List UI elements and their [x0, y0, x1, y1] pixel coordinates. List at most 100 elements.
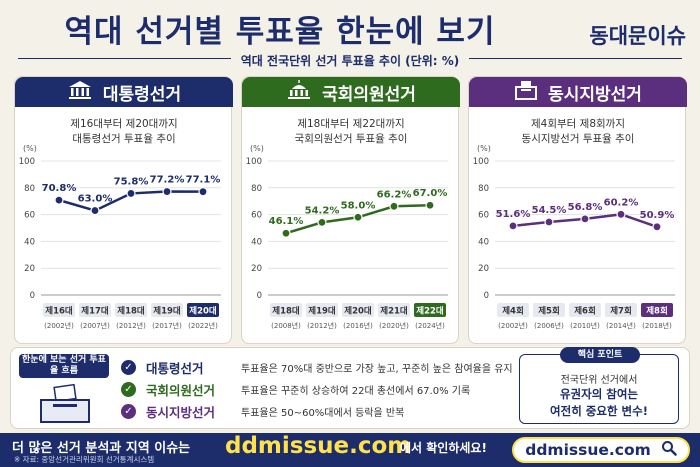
category-pill [342, 303, 374, 317]
summary-item-name: 대통령선거 [146, 360, 204, 376]
subtitle-text: 역대 전국단위 선거 투표율 추이 (단위: %) [230, 54, 470, 68]
x-year-label: (2012년) [307, 321, 337, 330]
y-tick-label: 80 [251, 184, 262, 194]
x-year-label: (2016년) [343, 321, 373, 330]
y-tick-label: 20 [251, 264, 262, 274]
y-tick-label: 60 [24, 211, 35, 221]
panel-presidential: 대통령선거 제16대부터 제20대까지 대통령선거 투표율 추이 (%) 0 20 4… [14, 76, 233, 344]
category-pill [497, 303, 529, 317]
panel-description: 제16대부터 제20대까지 대통령선거 투표율 추이 [15, 117, 233, 147]
key-point-label: 핵심 포인트 [560, 347, 640, 363]
x-year-label: (2020년) [379, 321, 409, 330]
data-label: 77.2% [150, 175, 185, 186]
data-point [90, 205, 100, 216]
panel-description-line1: 제4회부터 제8회까지 [531, 118, 625, 130]
x-tick-label: 제18대 [272, 306, 300, 317]
check-icon: ✓ [121, 359, 136, 375]
panel-local-election: 동시지방선거 제4회부터 제8회까지 동시지방선거 투표율 추이 (%) 0 20 4… [468, 76, 687, 344]
y-tick-label: 40 [251, 237, 262, 247]
header: 역대 선거별 투표율 한눈에 보기 동대문이슈 역대 전국단위 선거 투표율 추… [0, 0, 700, 72]
data-label: 46.1% [269, 216, 304, 227]
panel-description-line2: 대통령선거 투표율 추이 [72, 133, 176, 145]
category-pill [151, 303, 183, 317]
summary-item-presidential: ✓ 대통령선거 투표율은 70%대 중반으로 가장 높고, 꾸준히 높은 참여율… [121, 357, 521, 377]
footer-source: ※ 자료: 중앙선거관리위원회 선거통계시스템 [14, 455, 155, 464]
y-tick-label: 80 [24, 184, 35, 194]
key-point-box: 핵심 포인트 전국단위 선거에서 유권자의 참여는 여전히 중요한 변수! [519, 347, 679, 424]
y-tick-label: 20 [24, 264, 35, 274]
search-pill[interactable]: ddmissue.com [512, 437, 690, 463]
footer-url[interactable]: ddmissue.com [225, 433, 412, 459]
panel-head-national-assembly: 국회의원선거 [242, 77, 460, 107]
data-point [162, 186, 172, 197]
summary-item-text: 투표율은 70%대 중반으로 가장 높고, 꾸준히 높은 참여율을 유지 [241, 363, 513, 375]
brand-logo-text: 동대문이슈 [589, 24, 686, 48]
data-point [508, 221, 518, 231]
data-point [353, 212, 363, 222]
panel-description-line2: 동시지방선거 투표율 추이 [521, 133, 635, 145]
x-tick-label: 제21대 [380, 306, 408, 317]
data-point [544, 217, 554, 227]
x-year-label: (2002년) [44, 321, 74, 330]
panel-description-line1: 제16대부터 제20대까지 [70, 118, 178, 130]
data-point [54, 195, 64, 205]
x-tick-label: 제19대 [153, 306, 181, 317]
panel-description-line2: 국회의원선거 투표율 추이 [294, 133, 408, 145]
panel-description: 제4회부터 제8회까지 동시지방선거 투표율 추이 [469, 117, 687, 147]
y-tick-label: 0 [30, 291, 35, 301]
data-label: 70.8% [42, 183, 77, 194]
data-point [652, 222, 662, 232]
data-point [580, 214, 590, 224]
x-tick-label: 제4회 [502, 306, 524, 317]
summary-item-name: 동시지방선거 [146, 404, 216, 420]
y-tick-label: 100 [473, 157, 489, 167]
data-label: 77.1% [186, 175, 221, 186]
category-pill [569, 303, 601, 317]
flow-box: 한눈에 보는 선거 투표율 흐름 [19, 354, 109, 424]
panel-description: 제18대부터 제22대까지 국회의원선거 투표율 추이 [242, 117, 460, 147]
category-pill [641, 303, 673, 317]
data-point [389, 201, 399, 211]
x-year-label: (2014년) [606, 321, 636, 330]
category-pill [414, 303, 446, 317]
category-pill [378, 303, 410, 317]
summary-item-name: 국회의원선거 [146, 382, 216, 398]
panel-head-local-election: 동시지방선거 [469, 77, 687, 107]
category-pill [115, 303, 147, 317]
y-tick-label: 100 [19, 157, 35, 167]
search-pill-url[interactable]: ddmissue.com [525, 441, 651, 459]
x-year-label: (2018년) [642, 321, 672, 330]
x-year-label: (2002년) [498, 321, 528, 330]
category-pill [270, 303, 302, 317]
page-title: 역대 선거별 투표율 한눈에 보기 [64, 14, 496, 50]
x-tick-label: 제5회 [538, 306, 560, 317]
chart-national-assembly: (%) 0 20 40 60 80 100 46.1% 제18대 (2008년) 54.2% 제19대… [246, 144, 448, 330]
x-year-label: (2024년) [415, 321, 445, 330]
flow-label: 한눈에 보는 선거 투표율 흐름 [19, 354, 109, 378]
y-unit-label: (%) [250, 144, 264, 153]
data-label: 58.0% [341, 200, 376, 211]
y-tick-label: 60 [478, 211, 489, 221]
x-year-label: (2010년) [570, 321, 600, 330]
search-icon[interactable] [661, 440, 677, 460]
chart-local-election: (%) 0 20 40 60 80 100 51.6% 제4회 (2002년) 54.5% 제5회 (2… [473, 144, 675, 330]
subtitle: 역대 전국단위 선거 투표율 추이 (단위: %) [0, 50, 700, 69]
y-tick-label: 80 [478, 184, 489, 194]
y-tick-label: 40 [24, 237, 35, 247]
summary-item-text: 투표율은 50~60%대에서 등락을 반복 [241, 407, 405, 419]
panel-head-presidential: 대통령선거 [15, 77, 233, 107]
category-pill [79, 303, 111, 317]
key-point-line2: 유권자의 참여는 [559, 387, 639, 401]
data-point [198, 187, 208, 197]
panel-description-line1: 제18대부터 제22대까지 [297, 118, 405, 130]
data-point [425, 200, 435, 210]
x-tick-label: 제7회 [610, 306, 632, 317]
panel-national-assembly: 국회의원선거 제18대부터 제22대까지 국회의원선거 투표율 추이 (%) 0 2… [241, 76, 460, 344]
chart-presidential: (%) 0 20 40 60 80 100 70.8% 제16대 (2002년) 63.0% 제17대… [19, 144, 221, 330]
data-point [317, 217, 327, 227]
y-unit-label: (%) [477, 144, 491, 153]
ballot-box-illustration-icon [37, 383, 93, 428]
data-label: 51.6% [496, 209, 531, 220]
data-label: 60.2% [604, 197, 639, 208]
y-tick-label: 60 [251, 211, 262, 221]
